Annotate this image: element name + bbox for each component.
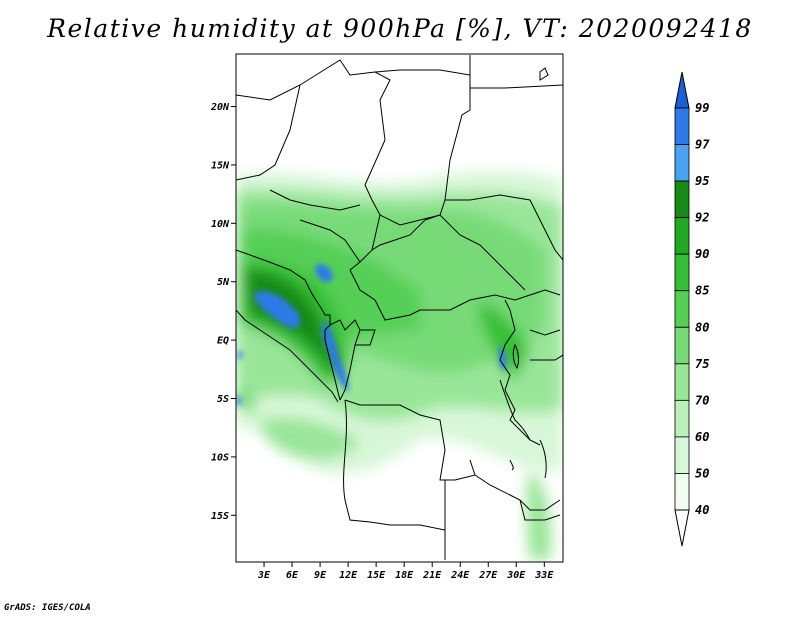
colorbar-level-label: 40: [695, 503, 709, 517]
colorbar-level-label: 80: [695, 320, 709, 334]
lon-tick-label: 33E: [534, 570, 554, 581]
humidity-field: [236, 54, 563, 562]
lat-tick-label: 15S: [211, 511, 229, 522]
lon-tick-label: 27E: [478, 570, 498, 581]
latitude-axis: 20N 15N 10N 5N EQ 5S 10S 15S: [210, 102, 236, 522]
colorbar-level-label: 95: [695, 174, 709, 188]
colorbar-level-label: 85: [695, 284, 709, 298]
colorbar: 99 97 95 92 90 85 80 75 70 60 50 40: [674, 71, 710, 547]
lat-tick-label: 15N: [211, 160, 230, 171]
lat-tick-label: EQ: [217, 336, 229, 347]
lat-tick-label: 10S: [211, 452, 229, 463]
lon-tick-label: 15E: [367, 570, 386, 581]
colorbar-level-label: 70: [695, 393, 709, 407]
colorbar-segment: [674, 107, 690, 145]
colorbar-segment: [674, 144, 690, 182]
colorbar-level-label: 75: [695, 357, 709, 371]
colorbar-level-label: 92: [695, 211, 709, 225]
colorbar-segment: [674, 326, 690, 365]
country-borders: [236, 55, 563, 560]
chart-title: Relative humidity at 900hPa [%], VT: 202…: [47, 14, 753, 43]
colorbar-level-label: 90: [695, 247, 709, 261]
colorbar-segment: [674, 363, 690, 401]
colorbar-segment: [674, 473, 690, 511]
colorbar-segment: [674, 399, 690, 438]
lat-tick-label: 10N: [211, 219, 230, 230]
lon-tick-label: 18E: [395, 570, 414, 581]
colorbar-level-label: 60: [695, 430, 709, 444]
lon-tick-label: 6E: [286, 570, 299, 581]
colorbar-segment: [674, 180, 690, 219]
colorbar-segment: [674, 436, 690, 474]
lat-tick-label: 20N: [210, 102, 230, 113]
lon-tick-label: 21E: [422, 570, 442, 581]
lon-tick-label: 12E: [339, 570, 358, 581]
colorbar-bottom-arrow: [674, 509, 690, 547]
map-frame: [235, 53, 564, 563]
lon-tick-label: 30E: [506, 570, 526, 581]
lat-tick-label: 5S: [217, 394, 229, 405]
colorbar-level-label: 50: [695, 466, 709, 480]
colorbar-top-arrow: [674, 71, 690, 109]
credit-text: GrADS: IGES/COLA: [4, 603, 91, 613]
lat-tick-label: 5N: [217, 277, 230, 288]
colorbar-segment: [674, 217, 690, 255]
lon-tick-label: 3E: [257, 570, 271, 581]
colorbar-level-label: 99: [695, 101, 709, 115]
lon-tick-label: 24E: [450, 570, 470, 581]
lon-tick-label: 9E: [314, 570, 327, 581]
colorbar-segment: [674, 290, 690, 328]
colorbar-level-label: 97: [695, 138, 710, 152]
lakes: [499, 67, 549, 479]
longitude-axis: 3E 6E 9E 12E 15E 18E 21E 24E 27E 30E 33E: [257, 562, 554, 581]
colorbar-segment: [674, 253, 690, 292]
